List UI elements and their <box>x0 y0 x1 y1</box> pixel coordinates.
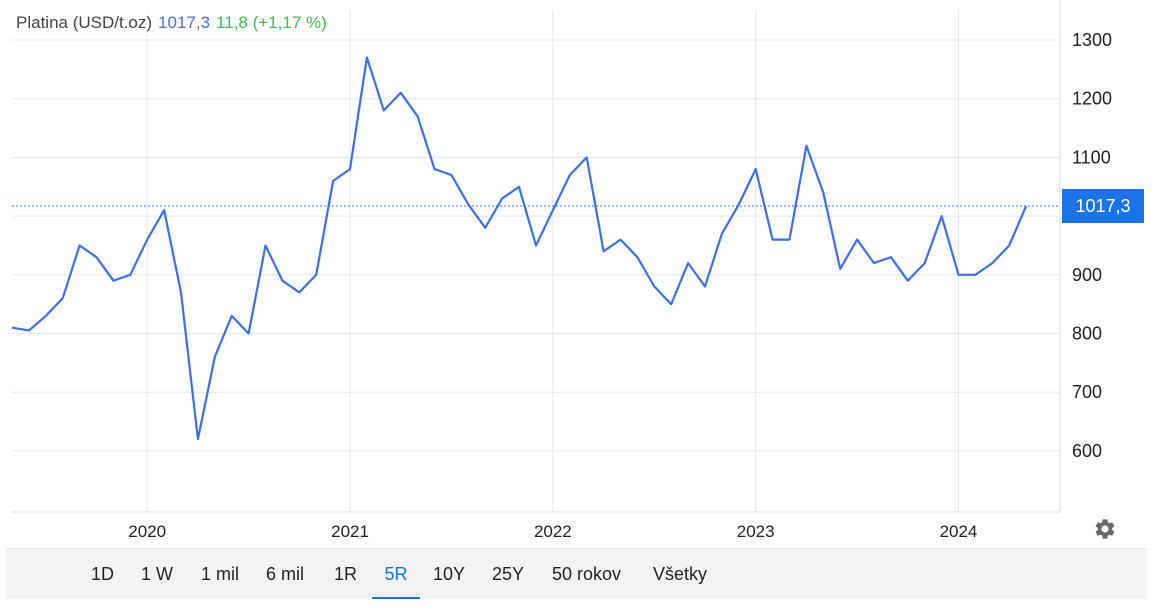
range-button-5r[interactable]: 5R <box>372 549 420 599</box>
y-tick-label: 900 <box>1072 265 1102 285</box>
instrument-name: Platina (USD/t.oz) <box>16 13 153 32</box>
chart-legend: Platina (USD/t.oz) 1017,3 11,8 (+1,17 %) <box>16 13 333 35</box>
y-tick-label: 1100 <box>1072 147 1111 167</box>
gear-icon[interactable] <box>1093 517 1117 541</box>
range-button-10y[interactable]: 10Y <box>433 564 466 584</box>
y-tick-label: 1300 <box>1072 30 1112 50</box>
range-button-vsetky[interactable]: Všetky <box>653 564 708 584</box>
range-button-25y[interactable]: 25Y <box>492 564 525 584</box>
x-tick-label: 2021 <box>331 522 369 541</box>
range-button-1w[interactable]: 1 W <box>141 564 174 584</box>
price-chart[interactable]: 6007008009001000110012001300 20202021202… <box>0 0 1168 548</box>
range-selector: 1D 1 W 1 mil 6 mil 1R 5R 10Y 25Y 50 roko… <box>6 548 1147 599</box>
y-tick-label: 800 <box>1072 324 1102 344</box>
range-button-1r[interactable]: 1R <box>334 564 358 584</box>
range-button-1d[interactable]: 1D <box>91 564 115 584</box>
price-change: 11,8 (+1,17 %) <box>216 13 327 32</box>
y-axis-ticks: 6007008009001000110012001300 <box>1072 30 1112 461</box>
range-button-6mil[interactable]: 6 mil <box>266 564 305 584</box>
y-tick-label: 700 <box>1072 382 1102 402</box>
x-tick-label: 2022 <box>534 522 572 541</box>
x-axis-ticks: 2020 2021 2022 2023 2024 <box>128 522 977 541</box>
y-tick-label: 600 <box>1072 441 1102 461</box>
current-price: 1017,3 <box>158 13 211 32</box>
x-tick-label: 2020 <box>128 522 166 541</box>
grid-lines <box>12 0 1061 513</box>
range-button-50rokov[interactable]: 50 rokov <box>552 564 622 584</box>
x-tick-label: 2023 <box>737 522 775 541</box>
current-price-tag: 1017,3 <box>1062 188 1144 223</box>
price-series-line[interactable] <box>11 56 1028 441</box>
x-tick-label: 2024 <box>940 522 978 541</box>
y-tick-label: 1200 <box>1072 89 1112 109</box>
range-button-1mil[interactable]: 1 mil <box>201 564 240 584</box>
